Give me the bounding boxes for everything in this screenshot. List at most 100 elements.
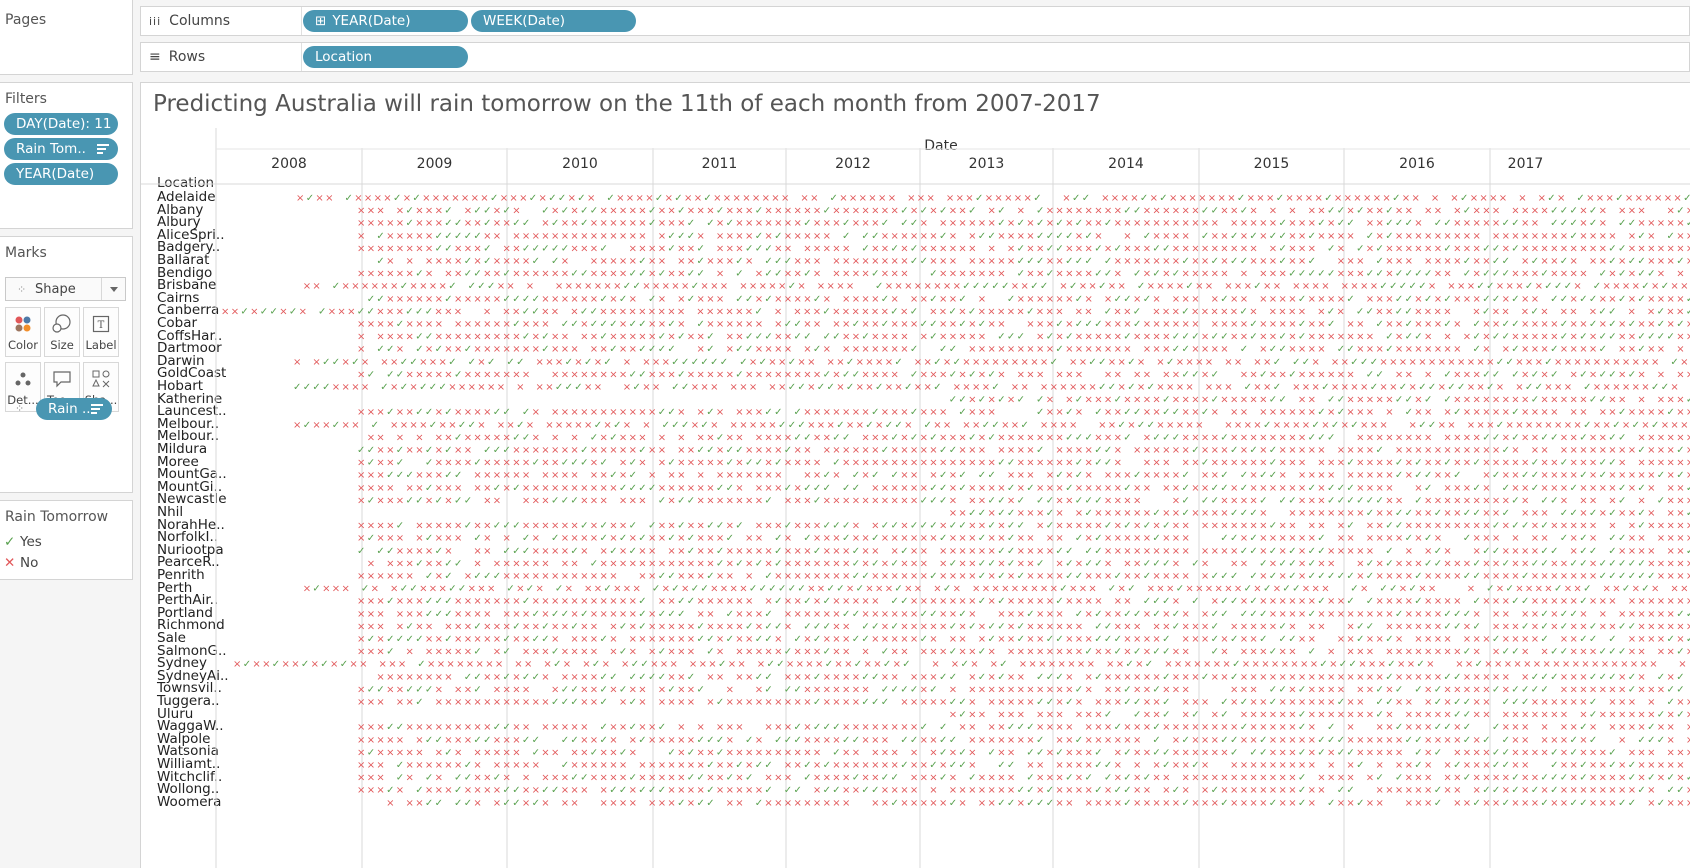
cross-mark: × xyxy=(415,521,423,532)
cross-mark: × xyxy=(357,269,365,280)
cross-mark: × xyxy=(846,281,854,292)
filter-pill-rain-tomorrow[interactable]: Rain Tom.. xyxy=(4,138,118,160)
cross-mark: × xyxy=(506,281,514,292)
check-mark: ✓ xyxy=(1414,458,1422,469)
cross-mark: × xyxy=(1570,533,1578,544)
check-mark: ✓ xyxy=(1269,571,1277,582)
cross-mark: × xyxy=(1337,609,1345,620)
cross-mark: × xyxy=(444,256,452,267)
check-mark: ✓ xyxy=(1376,684,1384,695)
pages-card[interactable]: Pages xyxy=(0,0,133,75)
cross-mark: × xyxy=(1554,420,1562,431)
check-mark: ✓ xyxy=(1473,344,1481,355)
filter-pill-day[interactable]: DAY(Date): 11 xyxy=(4,113,118,135)
cross-mark: × xyxy=(1166,281,1174,292)
cross-mark: × xyxy=(914,382,922,393)
cross-mark: × xyxy=(1570,432,1578,443)
check-mark: ✓ xyxy=(1676,470,1684,481)
cross-mark: × xyxy=(570,432,578,443)
cross-mark: × xyxy=(1676,558,1684,569)
check-mark: ✓ xyxy=(444,445,452,456)
columns-pill-week[interactable]: WEEK(Date) xyxy=(471,10,636,32)
cross-mark: × xyxy=(1647,684,1655,695)
cross-mark: × xyxy=(600,609,608,620)
check-mark: ✓ xyxy=(1346,495,1354,506)
shape-pill-rain-tomorrow[interactable]: Rain .. xyxy=(36,398,112,420)
check-mark: ✓ xyxy=(1143,596,1151,607)
cross-mark: × xyxy=(1573,584,1581,595)
cross-mark: × xyxy=(367,432,375,443)
cross-mark: × xyxy=(1628,533,1636,544)
cross-mark: × xyxy=(1114,495,1122,506)
cross-mark: × xyxy=(454,332,462,343)
rows-pill-location[interactable]: Location xyxy=(303,46,468,68)
cross-mark: × xyxy=(949,495,957,506)
chevron-down-icon[interactable] xyxy=(101,278,125,300)
check-mark: ✓ xyxy=(881,294,889,305)
cross-mark: × xyxy=(667,483,675,494)
cross-mark: × xyxy=(1249,369,1257,380)
cross-mark: × xyxy=(1014,193,1022,204)
cross-mark: × xyxy=(541,445,549,456)
cross-mark: × xyxy=(1608,407,1616,418)
size-button[interactable]: Size xyxy=(44,307,80,357)
filter-pill-year[interactable]: YEAR(Date) xyxy=(4,163,118,185)
legend-item-no[interactable]: ✕ No xyxy=(4,555,38,571)
cross-mark: × xyxy=(813,470,821,481)
viz-view[interactable]: Predicting Australia will rain tomorrow … xyxy=(140,82,1690,868)
cross-mark: × xyxy=(1405,231,1413,242)
cross-mark: × xyxy=(1182,294,1190,305)
cross-mark: × xyxy=(910,533,918,544)
cross-mark: × xyxy=(949,231,957,242)
cross-mark: × xyxy=(1356,609,1364,620)
cross-mark: × xyxy=(1240,495,1248,506)
cross-mark: × xyxy=(1612,281,1620,292)
check-mark: ✓ xyxy=(1098,281,1106,292)
cross-mark: × xyxy=(713,193,721,204)
cross-mark: × xyxy=(917,193,925,204)
cross-mark: × xyxy=(1470,193,1478,204)
mark-type-dropdown[interactable]: ⁘ Shape xyxy=(5,277,126,301)
cross-mark: × xyxy=(1069,584,1077,595)
color-button[interactable]: Color xyxy=(5,307,41,357)
cross-mark: × xyxy=(1114,521,1122,532)
cross-mark: × xyxy=(590,483,598,494)
cross-mark: × xyxy=(1628,231,1636,242)
cross-mark: × xyxy=(493,470,501,481)
columns-pill-year[interactable]: ⊞ YEAR(Date) xyxy=(303,10,468,32)
cross-mark: × xyxy=(1482,218,1490,229)
cross-mark: × xyxy=(939,306,947,317)
check-mark: ✓ xyxy=(1356,306,1364,317)
cross-mark: × xyxy=(454,344,462,355)
cross-mark: × xyxy=(419,420,427,431)
detail-button[interactable]: Det... xyxy=(5,362,41,412)
cross-mark: × xyxy=(543,659,551,670)
cross-mark: × xyxy=(1489,193,1497,204)
check-mark: ✓ xyxy=(1327,571,1335,582)
check-mark: ✓ xyxy=(852,319,860,330)
check-mark: ✓ xyxy=(1230,571,1238,582)
check-mark: ✓ xyxy=(1317,596,1325,607)
cross-mark: × xyxy=(638,332,646,343)
cross-mark: × xyxy=(1434,621,1442,632)
cross-mark: × xyxy=(706,306,714,317)
check-mark: ✓ xyxy=(788,584,796,595)
check-mark: ✓ xyxy=(784,521,792,532)
rows-shelf[interactable]: ≡ Rows Location xyxy=(140,42,1690,72)
columns-shelf[interactable]: iii Columns ⊞ YEAR(Date) WEEK(Date) xyxy=(140,6,1690,36)
cross-mark: × xyxy=(1279,609,1287,620)
check-mark: ✓ xyxy=(580,521,588,532)
check-mark: ✓ xyxy=(1114,634,1122,645)
cross-mark: × xyxy=(1434,609,1442,620)
cross-mark: × xyxy=(1317,369,1325,380)
cross-mark: × xyxy=(749,281,757,292)
check-mark: ✓ xyxy=(1560,458,1568,469)
cross-mark: × xyxy=(1610,659,1618,670)
check-mark: ✓ xyxy=(774,596,782,607)
cross-mark: × xyxy=(910,609,918,620)
cross-mark: × xyxy=(497,420,505,431)
cross-mark: × xyxy=(1463,218,1471,229)
legend-item-yes[interactable]: ✓ Yes xyxy=(4,534,42,550)
cross-mark: × xyxy=(716,672,724,683)
label-button[interactable]: T Label xyxy=(83,307,119,357)
